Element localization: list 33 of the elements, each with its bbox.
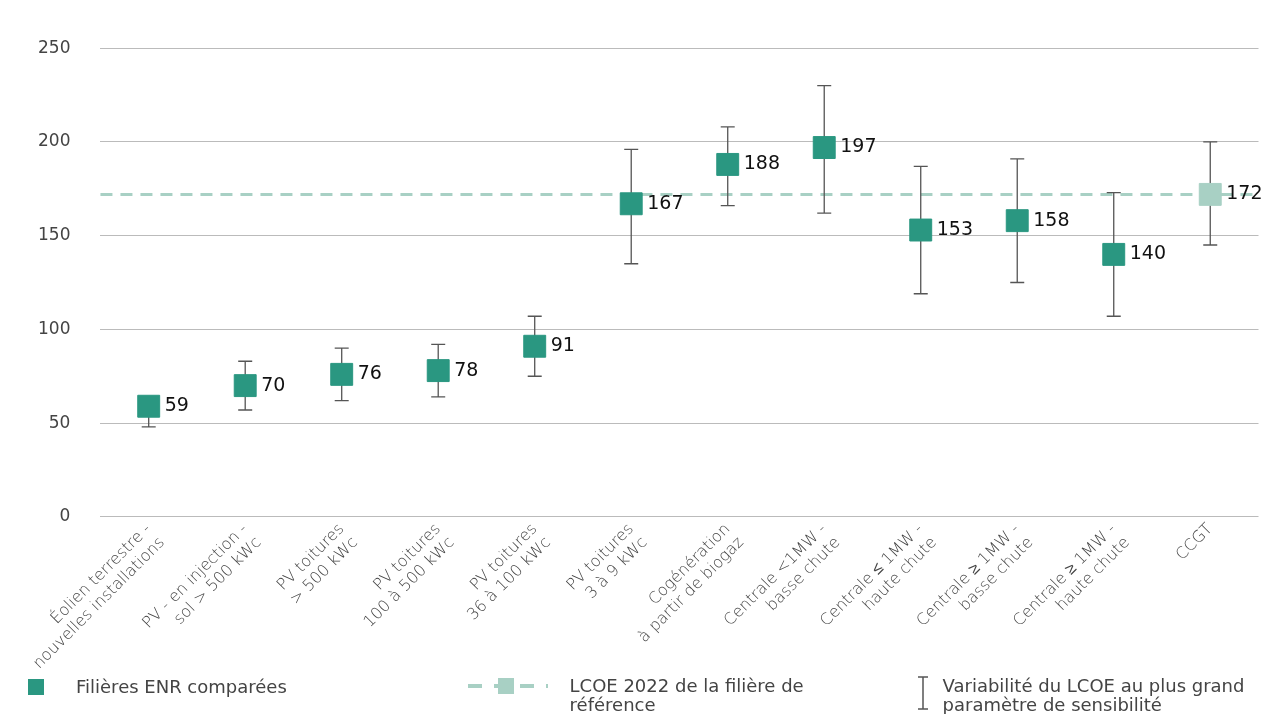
point [812,136,836,160]
data-label: 91 [550,333,575,356]
y-tick-label: 250 [37,36,71,57]
data-label: 153 [936,216,973,239]
data-label: 140 [1129,241,1167,264]
point [233,374,257,398]
point [330,362,354,386]
y-tick-label: 50 [48,411,71,432]
y-tick-label: 200 [37,130,71,151]
data-label: 70 [261,372,286,395]
point [716,152,740,176]
data-label: 158 [1033,207,1070,230]
data-label: 197 [840,134,877,157]
data-label: 76 [357,361,382,384]
data-label: 167 [647,190,684,213]
point [426,359,450,383]
y-tick-label: 150 [37,224,71,245]
legend-label: LCOE 2022 de la filière de référence [569,675,805,715]
point [1102,242,1126,266]
point [1005,209,1029,233]
point [137,394,161,418]
data-label: 172 [1226,181,1263,204]
data-label: 78 [454,357,479,380]
text: Variabilité du LCOE au plus grand paramètre de sensibilité [942,675,1246,715]
y-tick-label: 0 [59,505,71,526]
data-label: 188 [743,151,780,174]
data-label: 59 [164,393,189,416]
y-tick-label: 100 [37,317,71,338]
point [523,334,547,358]
point [1198,182,1222,206]
legend-label: Filières ENR comparées [76,676,287,697]
point [909,218,933,242]
point [619,192,643,216]
